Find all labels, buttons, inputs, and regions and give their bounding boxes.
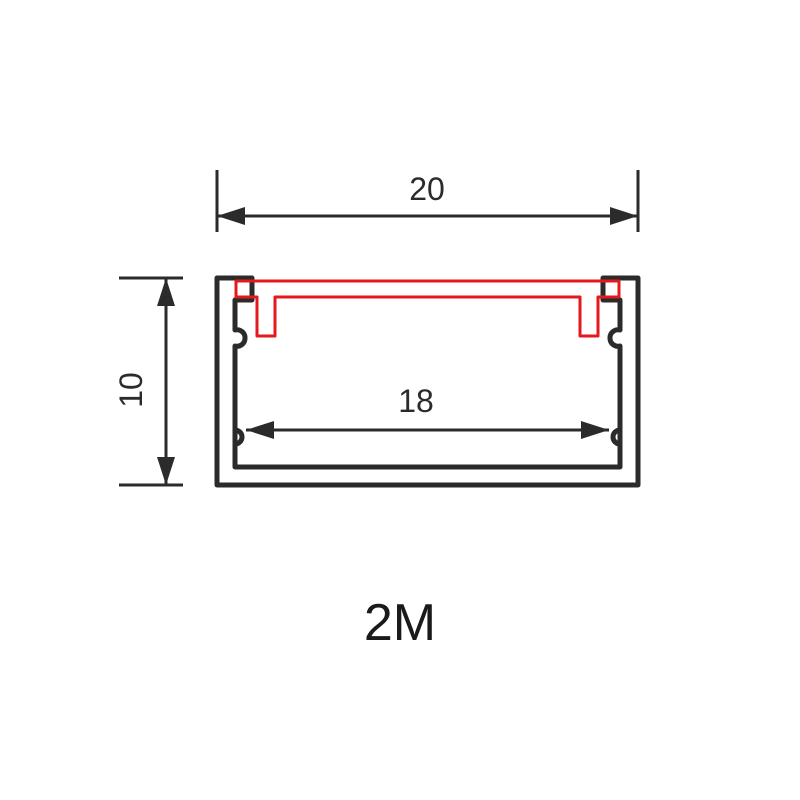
arrow-left — [217, 207, 245, 225]
arrow-right — [610, 207, 638, 225]
channel-profile — [217, 278, 638, 485]
dim-height-label: 10 — [113, 372, 149, 408]
arrow-down — [157, 457, 175, 485]
dim-inner-label: 18 — [398, 383, 434, 419]
length-label: 2M — [364, 594, 436, 652]
dim-top-label: 20 — [409, 171, 445, 207]
arrow-left — [246, 421, 274, 439]
arrow-right — [581, 421, 609, 439]
diffuser-profile — [236, 281, 619, 336]
arrow-up — [157, 278, 175, 306]
diagram-canvas: 20 10 18 2M — [0, 0, 800, 800]
